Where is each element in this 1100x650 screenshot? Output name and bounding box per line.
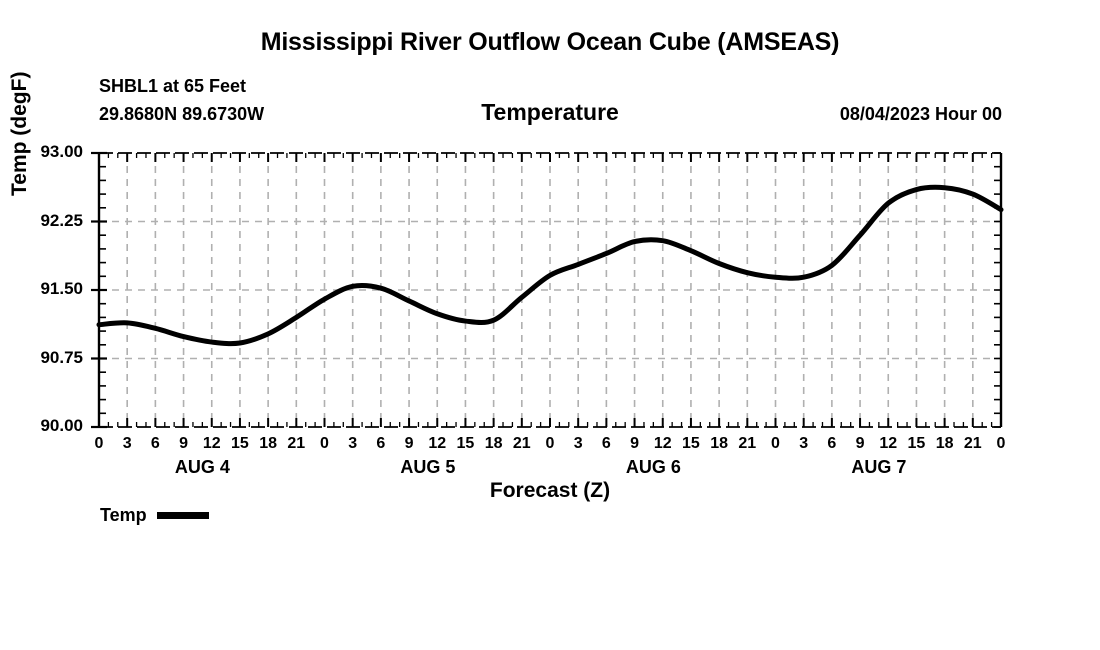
- page-title: Mississippi River Outflow Ocean Cube (AM…: [260, 28, 840, 56]
- x-tick-label: 18: [935, 435, 954, 452]
- x-tick-label: 15: [682, 435, 700, 452]
- y-tick-label: 90.00: [40, 416, 83, 435]
- x-tick-label: 9: [855, 435, 865, 452]
- x-tick-label: 0: [320, 435, 329, 452]
- chart-subtitle: Temperature: [481, 99, 619, 125]
- day-label: AUG 6: [625, 457, 681, 477]
- x-tick-label: 6: [376, 435, 386, 452]
- station-coordinates-label: 29.8680N 89.6730W: [99, 104, 265, 124]
- x-tick-label: 21: [963, 435, 982, 452]
- y-tick-label: 91.50: [40, 279, 83, 298]
- x-tick-label: 12: [202, 435, 221, 452]
- day-label: AUG 5: [400, 457, 456, 477]
- x-axis-label: Forecast (Z): [489, 479, 611, 502]
- forecast-datestamp: 08/04/2023 Hour 00: [839, 104, 1002, 124]
- x-tick-label: 18: [259, 435, 278, 452]
- x-tick-label: 9: [179, 435, 189, 452]
- x-tick-label: 15: [456, 435, 475, 452]
- x-tick-label: 21: [287, 435, 306, 452]
- x-tick-label: 6: [150, 435, 160, 452]
- x-tick-label: 3: [573, 435, 583, 452]
- legend-label: Temp: [100, 505, 147, 525]
- x-tick-label: 9: [630, 435, 640, 452]
- y-tick-label: 93.00: [40, 142, 83, 161]
- x-tick-label: 21: [738, 435, 757, 452]
- x-tick-label: 12: [879, 435, 898, 452]
- x-tick-label: 9: [404, 435, 414, 452]
- y-tick-label: 90.75: [40, 347, 83, 367]
- x-tick-label: 15: [907, 435, 926, 452]
- x-tick-label: 0: [996, 435, 1006, 452]
- x-tick-label: 6: [827, 435, 837, 452]
- x-tick-label: 12: [653, 435, 672, 452]
- y-tick-label: 92.25: [40, 210, 83, 230]
- day-label: AUG 4: [174, 457, 230, 477]
- x-tick-label: 12: [428, 435, 447, 452]
- x-tick-label: 3: [348, 435, 358, 452]
- x-tick-label: 0: [94, 435, 104, 452]
- x-tick-label: 0: [771, 435, 780, 452]
- x-tick-label: 18: [484, 435, 503, 452]
- x-tick-label: 18: [710, 435, 729, 452]
- x-tick-label: 3: [122, 435, 132, 452]
- legend-line-swatch: [156, 512, 209, 519]
- day-label: AUG 7: [851, 457, 907, 477]
- x-tick-label: 3: [799, 435, 809, 452]
- x-tick-label: 21: [512, 435, 531, 452]
- x-tick-label: 6: [601, 435, 611, 452]
- station-depth-label: SHBL1 at 65 Feet: [99, 76, 247, 96]
- x-tick-label: 15: [231, 435, 249, 452]
- chart-legend: Temp: [100, 505, 209, 526]
- x-tick-label: 0: [545, 435, 555, 452]
